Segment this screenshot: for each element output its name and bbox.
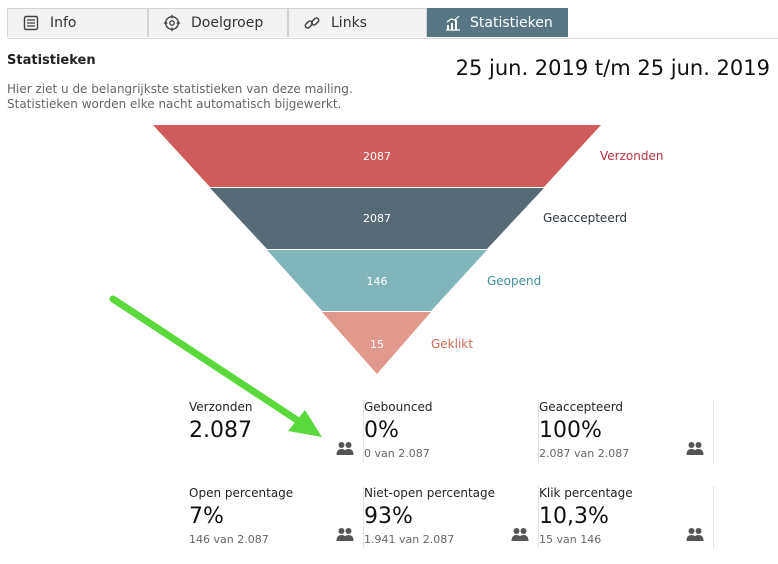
- link-icon: [303, 14, 321, 32]
- stat-value: 7%: [189, 504, 224, 529]
- stat-detail: 0 van 2.087: [364, 447, 430, 460]
- stat-detail: 1.941 van 2.087: [364, 533, 455, 546]
- tab-links[interactable]: Links: [288, 8, 427, 37]
- description-line-2: Statistieken worden elke nacht automatis…: [7, 97, 342, 111]
- stat-value: 0%: [364, 418, 399, 443]
- stat-label: Niet-open percentage: [364, 486, 496, 500]
- stat-open-percentage: Open percentage 7% 146 van 2.087: [189, 486, 364, 548]
- stat-detail: 15 van 146: [539, 533, 602, 546]
- stat-divider: [538, 400, 539, 462]
- funnel-value-geaccepteerd: 2087: [363, 212, 391, 225]
- tab-info[interactable]: Info: [7, 8, 148, 37]
- stat-label: Open percentage: [189, 486, 294, 500]
- stat-label: Klik percentage: [539, 486, 633, 500]
- tab-bar: Info Doelgroep Links Statistieken: [7, 8, 778, 39]
- date-range: 25 jun. 2019 t/m 25 jun. 2019: [455, 56, 770, 80]
- tab-statistieken[interactable]: Statistieken: [427, 8, 568, 37]
- annotation-arrow: [109, 295, 322, 437]
- stat-value: 10,3%: [539, 504, 609, 529]
- funnel-value-geopend: 146: [367, 275, 388, 288]
- users-icon[interactable]: [336, 526, 354, 542]
- stat-gebounced: Gebounced 0% 0 van 2.087: [364, 400, 539, 462]
- bar-chart-icon: [444, 14, 462, 32]
- page-title: Statistieken: [7, 53, 96, 68]
- funnel-segment-geaccepteerd: [210, 188, 544, 249]
- users-icon[interactable]: [686, 526, 704, 542]
- stat-detail: 2.087 van 2.087: [539, 447, 630, 460]
- list-icon: [22, 14, 40, 32]
- tab-info-label: Info: [50, 15, 77, 31]
- stat-divider: [363, 486, 364, 548]
- target-icon: [163, 14, 181, 32]
- users-icon[interactable]: [336, 440, 354, 456]
- stat-geaccepteerd: Geaccepteerd 100% 2.087 van 2.087: [539, 400, 714, 462]
- description-line-1: Hier ziet u de belangrijkste statistieke…: [7, 82, 353, 96]
- tab-doelgroep-label: Doelgroep: [191, 15, 264, 31]
- funnel-label-geklikt: Geklikt: [431, 337, 473, 351]
- stat-verzonden: Verzonden 2.087: [189, 400, 364, 462]
- funnel-segment-verzonden: [153, 125, 601, 187]
- users-icon[interactable]: [511, 526, 529, 542]
- stat-divider: [713, 400, 714, 462]
- stat-divider: [713, 486, 714, 548]
- page-description: Hier ziet u de belangrijkste statistieke…: [7, 82, 353, 112]
- tab-statistieken-label: Statistieken: [470, 15, 553, 31]
- stat-divider: [538, 486, 539, 548]
- stat-label: Verzonden: [189, 400, 253, 414]
- funnel-label-geaccepteerd: Geaccepteerd: [543, 211, 627, 225]
- funnel-value-verzonden: 2087: [363, 150, 391, 163]
- tab-doelgroep[interactable]: Doelgroep: [148, 8, 288, 37]
- stat-detail: 146 van 2.087: [189, 533, 269, 546]
- stat-value: 93%: [364, 504, 413, 529]
- stat-niet-open-percentage: Niet-open percentage 93% 1.941 van 2.087: [364, 486, 539, 548]
- funnel-label-geopend: Geopend: [487, 274, 541, 288]
- funnel-segment-geopend: [267, 250, 487, 311]
- users-icon[interactable]: [686, 440, 704, 456]
- funnel-segment-geklikt: [322, 312, 431, 374]
- stat-label: Gebounced: [364, 400, 433, 414]
- stat-label: Geaccepteerd: [539, 400, 624, 414]
- stat-divider: [363, 400, 364, 462]
- tab-links-label: Links: [331, 15, 367, 31]
- stat-klik-percentage: Klik percentage 10,3% 15 van 146: [539, 486, 714, 548]
- funnel-label-verzonden: Verzonden: [600, 149, 663, 163]
- stat-value: 2.087: [189, 418, 252, 443]
- funnel-value-geklikt: 15: [370, 338, 384, 351]
- stat-value: 100%: [539, 418, 602, 443]
